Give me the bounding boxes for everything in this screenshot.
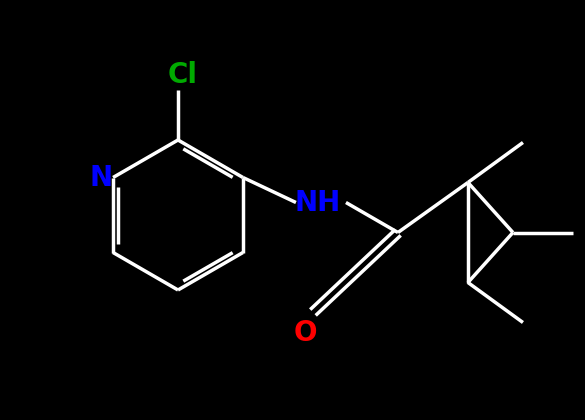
Text: NH: NH [295, 189, 341, 216]
Text: O: O [293, 318, 316, 346]
Text: N: N [90, 163, 112, 192]
Text: Cl: Cl [168, 61, 198, 89]
